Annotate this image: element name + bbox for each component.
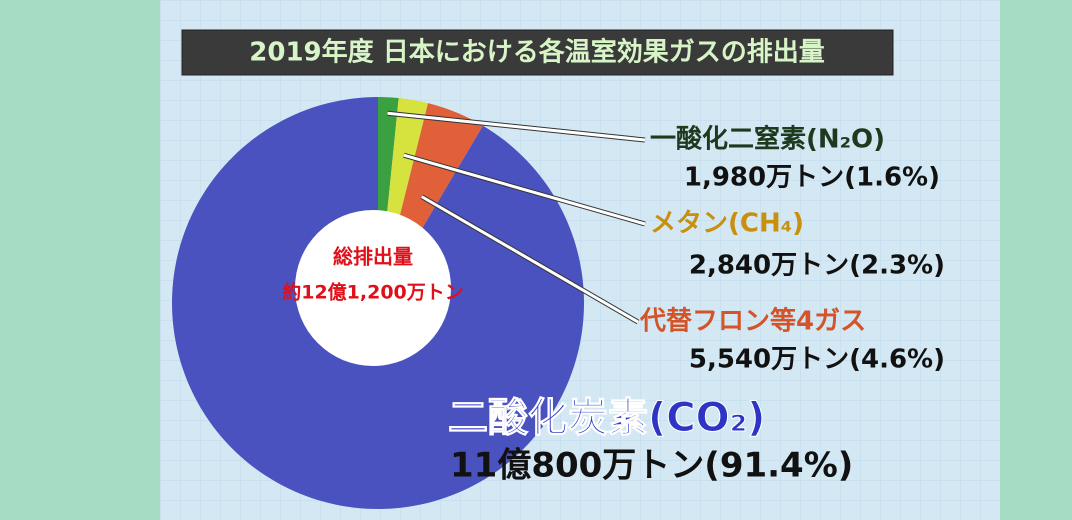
title-box	[181, 29, 894, 76]
category-label: 一酸化二窒素(N₂O)	[650, 124, 885, 155]
leader-line	[403, 153, 646, 226]
category-label: 代替フロン等4ガス	[639, 306, 866, 337]
value-label: 11億800万トン(91.4%)	[450, 446, 853, 486]
center-hole	[295, 210, 451, 366]
value-label: 2,840万トン(2.3%)	[689, 251, 945, 281]
value-label: 5,540万トン(4.6%)	[689, 345, 945, 375]
leader-line	[420, 195, 639, 324]
chart-title: 2019年度 日本における各温室効果ガスの排出量	[249, 37, 824, 68]
category-label: メタン(CH₄)	[650, 209, 804, 239]
center-label: 約12億1,200万トン	[282, 281, 464, 304]
center-label: 総排出量	[333, 245, 413, 269]
value-label: 1,980万トン(1.6%)	[684, 163, 940, 193]
category-label: 二酸化炭素(CO₂)	[448, 395, 765, 441]
leader-line	[387, 111, 646, 142]
